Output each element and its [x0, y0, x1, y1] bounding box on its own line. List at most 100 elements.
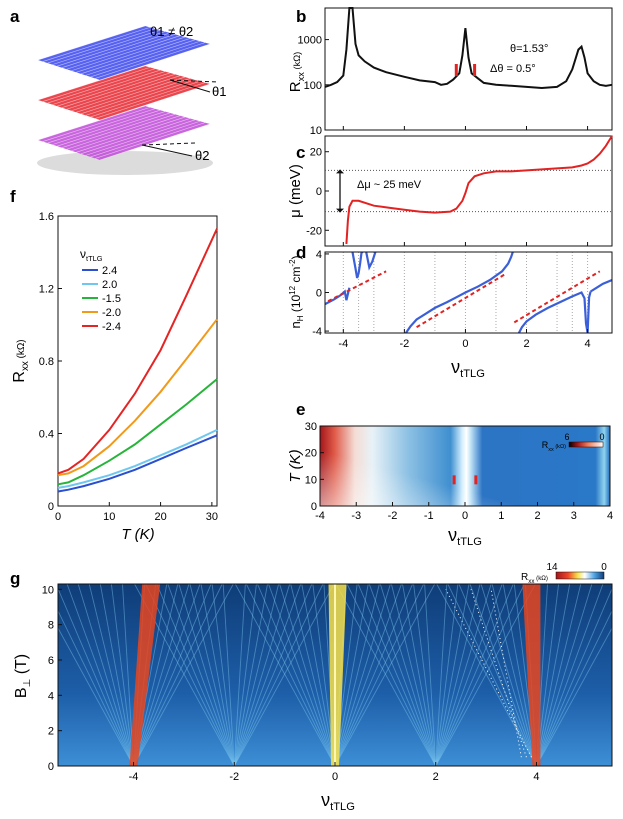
fan-line [447, 584, 537, 766]
series-line-s6 [590, 278, 612, 293]
lattice-line [71, 115, 181, 152]
lattice-line [52, 29, 161, 65]
lattice-line [90, 40, 201, 78]
fan-line [233, 584, 246, 766]
fan-line [424, 584, 437, 766]
panel-e: -4 -3 -2 -1 0 1 2 3 4 0 10 20 30 6 0 Rxx (kΩ) νtTLG T (K) [287, 421, 613, 548]
fan-line [436, 584, 537, 766]
ytick-label: 8 [48, 620, 54, 632]
panel-label-e: e [296, 400, 305, 419]
ytick-label: 20 [305, 448, 317, 460]
ytick-label: 0 [316, 288, 322, 300]
xtick-label: -4 [315, 510, 325, 522]
layer-bottom [38, 106, 210, 160]
ytick-label: 4 [316, 249, 322, 261]
lattice-line [61, 32, 171, 68]
ytick-label: 2 [48, 726, 54, 738]
fan-line [536, 584, 604, 766]
xtick-label: 0 [55, 511, 61, 523]
panel-label-a: a [10, 7, 20, 26]
ylabel-e: T (K) [287, 449, 304, 482]
xtick-label: 4 [533, 771, 539, 783]
shadow [37, 151, 213, 175]
panel-b: 10 100 1000 θ=1.53° Δθ = 0.5° Rxx (kΩ) [287, 7, 613, 137]
lattice-line [99, 43, 211, 81]
fan-line [234, 584, 336, 766]
fan-line [536, 587, 612, 766]
xtick-label: -3 [351, 510, 361, 522]
colorbar-label: Rxx (kΩ) [542, 440, 566, 453]
fan-line [390, 584, 437, 766]
lattice-line [95, 82, 206, 119]
series-line-mu [345, 135, 613, 245]
xtick-label: 10 [103, 511, 115, 523]
angle1-dash [169, 79, 219, 83]
ylabel-g: B⊥ (T) [13, 654, 33, 698]
colorbar [555, 571, 605, 580]
fan-line [368, 584, 437, 766]
fan-line [200, 584, 235, 766]
xtick-label: 2 [534, 510, 540, 522]
fan-line [58, 587, 134, 766]
angle1-line [169, 79, 211, 93]
lattice-line [52, 109, 161, 145]
ytick-label: 6 [48, 655, 54, 667]
angle-marker [452, 475, 456, 485]
fan-line [435, 584, 470, 766]
xtick-label: -2 [229, 771, 239, 783]
fan-line [257, 584, 336, 766]
fan-line [458, 584, 537, 766]
fan-line [536, 609, 612, 766]
ytick-label: 10 [305, 474, 317, 486]
panel-c: -20 0 20 Δμ ~ 25 meV μ (meV) [287, 135, 613, 247]
fan-line [233, 584, 335, 766]
fan-line [66, 584, 134, 766]
lattice-line [90, 120, 201, 158]
lattice-line [66, 34, 176, 70]
fan-line [233, 584, 302, 766]
xtick-label: -1 [424, 510, 434, 522]
fan-line [491, 584, 537, 766]
colorbar-min: 0 [601, 562, 607, 573]
xtick-label: 1 [498, 510, 504, 522]
colorbar-max: 6 [564, 432, 569, 442]
fan-line [301, 584, 336, 766]
lattice-line [42, 27, 151, 62]
legend-title: νtTLG [80, 247, 103, 263]
lattice-line [80, 38, 191, 75]
xtick-label: -2 [388, 510, 398, 522]
panel-d: -4 0 4 -4 -2 0 2 4 νtTLG nH (1012 cm-2) [288, 249, 613, 380]
panel-label-d: d [296, 243, 306, 262]
series-line--2.0 [57, 318, 218, 477]
fan-line [58, 627, 134, 766]
xlabel-e: νtTLG [448, 525, 482, 548]
fan-line [99, 584, 134, 766]
panel-label-g: g [10, 569, 20, 588]
lattice-line [61, 112, 171, 148]
ytick-label: 30 [305, 421, 317, 433]
fan-line [133, 584, 234, 766]
ylabel-c: μ (meV) [287, 164, 304, 218]
panel-f: 0 0.4 0.8 1.2 1.6 0 10 20 30 νtTLG 2.4 2.0 -1.5 -2.0 -… [11, 211, 218, 543]
xtick-label: 0 [332, 771, 338, 783]
lattice-line [56, 31, 166, 67]
ylabel-f: Rxx (kΩ) [11, 339, 31, 382]
angle1-label: θ1 [212, 84, 226, 99]
xtick-label: 2 [433, 771, 439, 783]
lattice-line [66, 74, 176, 110]
lattice-line [76, 116, 186, 153]
fan-line [211, 584, 235, 766]
fit-line [416, 273, 506, 329]
angle-marker [474, 475, 478, 485]
fan-line [379, 584, 437, 766]
arrow-head-up [336, 169, 344, 174]
fan-line [334, 584, 380, 766]
fan-line [435, 584, 459, 766]
fan-line [233, 584, 268, 766]
ytick-label: 0 [48, 761, 54, 773]
angle2-label: θ2 [195, 148, 209, 163]
fan-line [334, 584, 413, 766]
series-line-2.4 [57, 434, 218, 493]
series-line-s5 [517, 291, 592, 333]
fan-line [435, 584, 503, 766]
